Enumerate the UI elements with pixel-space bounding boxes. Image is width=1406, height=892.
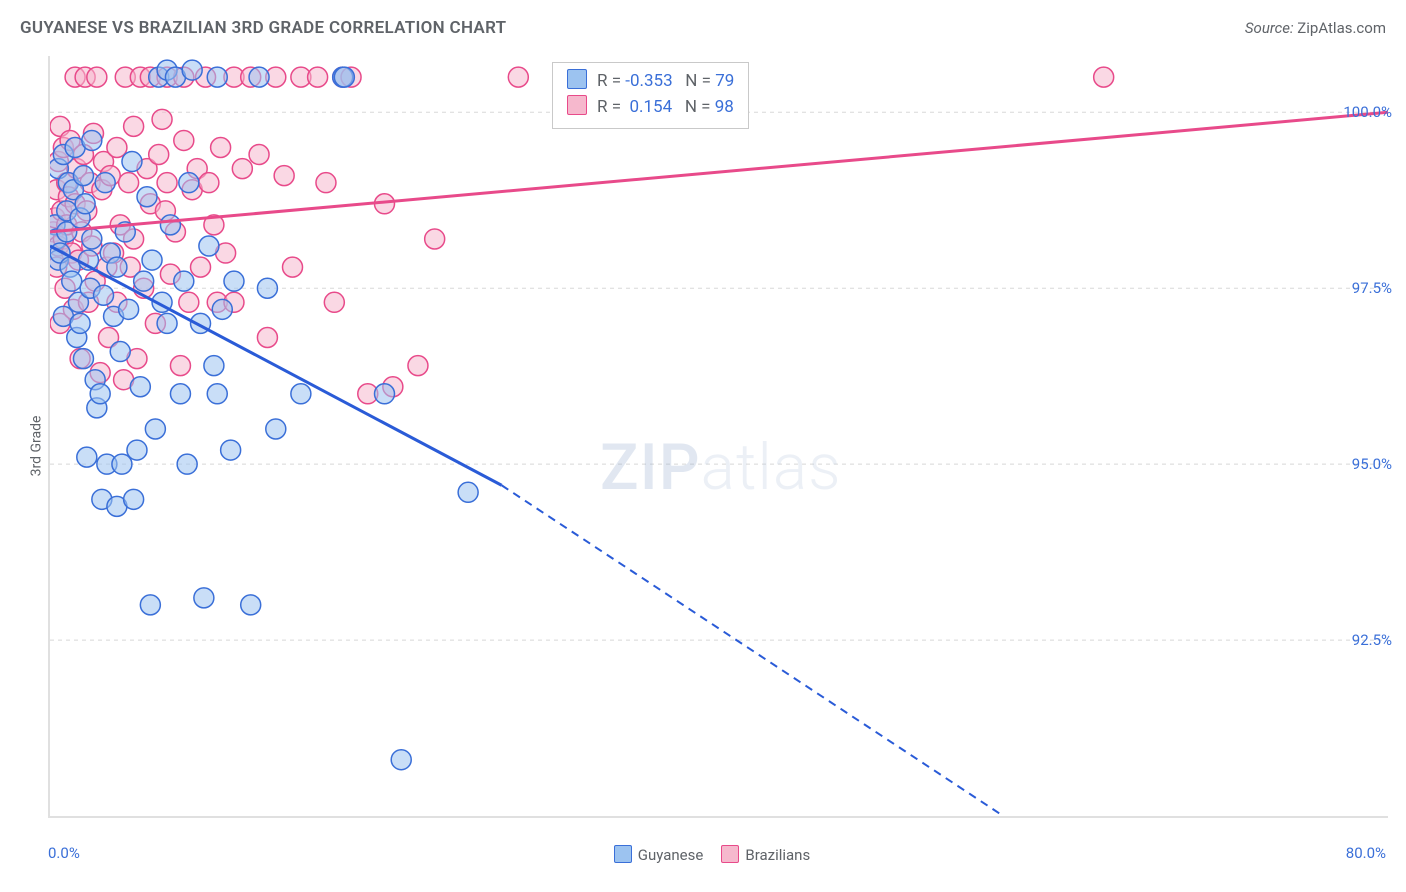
scatter-point-brazilians xyxy=(308,67,328,87)
scatter-point-guyanese xyxy=(137,187,157,207)
scatter-point-guyanese xyxy=(177,454,197,474)
legend-label: Brazilians xyxy=(745,846,810,864)
scatter-point-brazilians xyxy=(257,327,277,347)
scatter-point-guyanese xyxy=(82,130,102,150)
scatter-point-guyanese xyxy=(334,67,354,87)
scatter-point-brazilians xyxy=(425,229,445,249)
y-axis-label: 3rd Grade xyxy=(28,416,44,477)
scatter-point-guyanese xyxy=(145,419,165,439)
scatter-point-guyanese xyxy=(82,229,102,249)
scatter-point-brazilians xyxy=(191,257,211,277)
scatter-point-brazilians xyxy=(124,116,144,136)
trendline-extrapolation-guyanese xyxy=(502,485,1004,816)
scatter-point-guyanese xyxy=(174,271,194,291)
scatter-point-guyanese xyxy=(241,595,261,615)
scatter-point-guyanese xyxy=(179,173,199,193)
legend-label: Guyanese xyxy=(638,846,704,864)
legend-swatch xyxy=(721,845,739,863)
scatter-point-guyanese xyxy=(62,271,82,291)
scatter-point-guyanese xyxy=(110,342,130,362)
scatter-point-guyanese xyxy=(458,482,478,502)
scatter-point-guyanese xyxy=(221,440,241,460)
scatter-point-brazilians xyxy=(174,130,194,150)
scatter-point-guyanese xyxy=(119,299,139,319)
scatter-point-guyanese xyxy=(140,595,160,615)
scatter-point-guyanese xyxy=(94,285,114,305)
scatter-point-guyanese xyxy=(77,447,97,467)
source-label: Source: ZipAtlas.com xyxy=(1245,19,1386,37)
scatter-point-brazilians xyxy=(179,292,199,312)
scatter-point-guyanese xyxy=(130,377,150,397)
scatter-point-guyanese xyxy=(207,384,227,404)
y-tick-label: 95.0% xyxy=(1352,455,1392,473)
scatter-point-guyanese xyxy=(95,173,115,193)
watermark: ZIPatlas xyxy=(600,430,842,505)
scatter-point-brazilians xyxy=(149,145,169,165)
scatter-point-brazilians xyxy=(316,173,336,193)
scatter-point-guyanese xyxy=(73,349,93,369)
scatter-point-guyanese xyxy=(142,250,162,270)
scatter-point-guyanese xyxy=(107,257,127,277)
correlation-stats-box: R = -0.353 N = 79R = 0.154 N = 98 xyxy=(552,62,749,129)
scatter-point-guyanese xyxy=(73,166,93,186)
scatter-point-guyanese xyxy=(124,489,144,509)
scatter-point-guyanese xyxy=(199,236,219,256)
scatter-point-brazilians xyxy=(211,137,231,157)
scatter-point-guyanese xyxy=(257,278,277,298)
legend-bottom: Guyanese Brazilians xyxy=(0,845,1406,864)
source-prefix: Source: xyxy=(1245,19,1294,37)
y-tick-label: 92.5% xyxy=(1352,631,1392,649)
y-tick-label: 97.5% xyxy=(1352,279,1392,297)
scatter-point-guyanese xyxy=(170,384,190,404)
scatter-point-guyanese xyxy=(212,299,232,319)
scatter-point-guyanese xyxy=(157,313,177,333)
scatter-point-brazilians xyxy=(324,292,344,312)
scatter-point-guyanese xyxy=(127,440,147,460)
scatter-point-guyanese xyxy=(291,384,311,404)
stats-row-guyanese: R = -0.353 N = 79 xyxy=(567,69,734,95)
stats-row-brazilians: R = 0.154 N = 98 xyxy=(567,95,734,121)
scatter-point-brazilians xyxy=(152,109,172,129)
scatter-point-guyanese xyxy=(391,750,411,770)
scatter-point-guyanese xyxy=(134,271,154,291)
scatter-point-guyanese xyxy=(224,271,244,291)
scatter-point-brazilians xyxy=(274,166,294,186)
scatter-point-guyanese xyxy=(266,419,286,439)
source-value: ZipAtlas.com xyxy=(1297,19,1386,37)
scatter-point-guyanese xyxy=(249,67,269,87)
scatter-point-brazilians xyxy=(87,67,107,87)
scatter-point-brazilians xyxy=(408,356,428,376)
scatter-point-brazilians xyxy=(119,173,139,193)
scatter-point-brazilians xyxy=(1094,67,1114,87)
scatter-point-guyanese xyxy=(122,152,142,172)
scatter-point-guyanese xyxy=(204,356,224,376)
scatter-point-guyanese xyxy=(90,384,110,404)
scatter-point-brazilians xyxy=(170,356,190,376)
scatter-point-brazilians xyxy=(232,159,252,179)
chart-title: GUYANESE VS BRAZILIAN 3RD GRADE CORRELAT… xyxy=(20,18,506,38)
watermark-bold: ZIP xyxy=(600,430,701,505)
y-tick-label: 100.0% xyxy=(1343,103,1392,121)
scatter-point-brazilians xyxy=(283,257,303,277)
scatter-point-guyanese xyxy=(70,313,90,333)
scatter-point-guyanese xyxy=(75,194,95,214)
legend-swatch xyxy=(614,845,632,863)
scatter-point-brazilians xyxy=(199,173,219,193)
scatter-point-guyanese xyxy=(160,215,180,235)
legend-swatch-guyanese xyxy=(567,69,587,89)
scatter-point-guyanese xyxy=(194,588,214,608)
scatter-point-brazilians xyxy=(249,145,269,165)
scatter-point-brazilians xyxy=(157,173,177,193)
legend-swatch-brazilians xyxy=(567,95,587,115)
scatter-point-brazilians xyxy=(508,67,528,87)
scatter-point-guyanese xyxy=(182,60,202,80)
scatter-point-guyanese xyxy=(207,67,227,87)
watermark-thin: atlas xyxy=(701,430,842,505)
scatter-point-guyanese xyxy=(375,384,395,404)
